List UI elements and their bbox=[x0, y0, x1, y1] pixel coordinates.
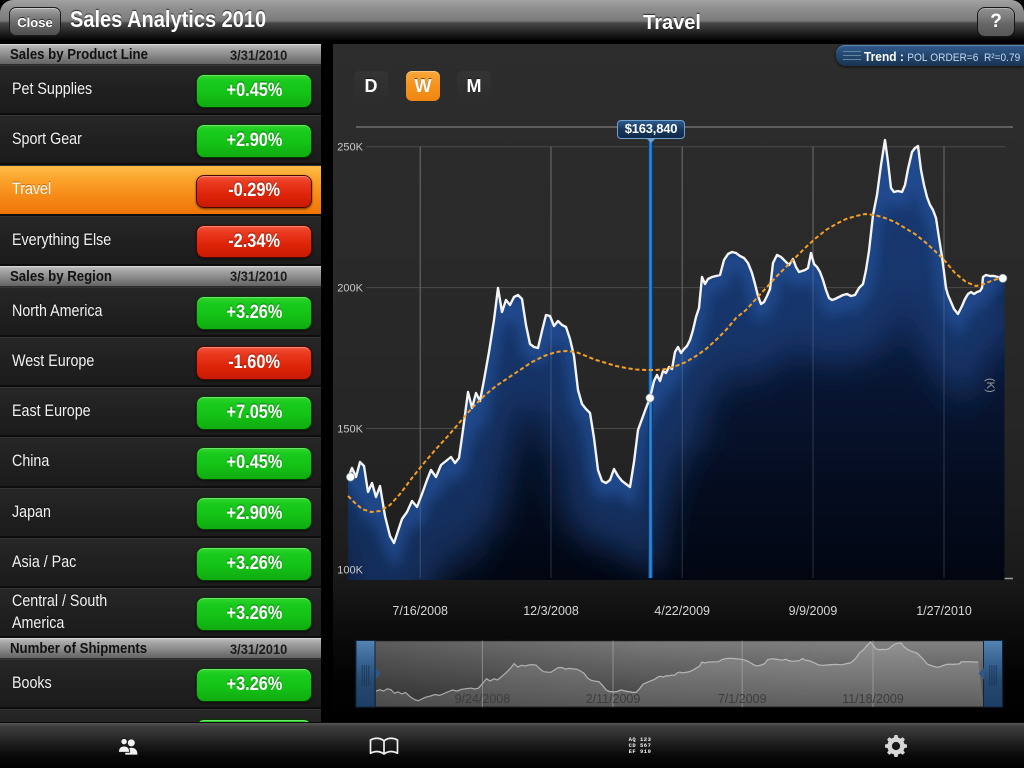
svg-text:150K: 150K bbox=[337, 424, 363, 436]
svg-text:11/18/2009: 11/18/2009 bbox=[842, 692, 904, 706]
svg-text:200K: 200K bbox=[337, 283, 363, 295]
svg-text:1/27/2010: 1/27/2010 bbox=[916, 604, 972, 618]
svg-text:100K: 100K bbox=[337, 564, 363, 576]
svg-text:250K: 250K bbox=[337, 142, 363, 154]
svg-text:9/24/2008: 9/24/2008 bbox=[455, 692, 511, 706]
svg-text:12/3/2008: 12/3/2008 bbox=[523, 604, 579, 618]
svg-text:9/9/2009: 9/9/2009 bbox=[789, 604, 838, 618]
svg-text:7/16/2008: 7/16/2008 bbox=[392, 604, 448, 618]
svg-text:7/1/2009: 7/1/2009 bbox=[718, 692, 767, 706]
svg-text:(K): (K) bbox=[984, 378, 996, 393]
svg-text:2/11/2009: 2/11/2009 bbox=[586, 692, 641, 706]
svg-text:4/22/2009: 4/22/2009 bbox=[654, 604, 710, 618]
